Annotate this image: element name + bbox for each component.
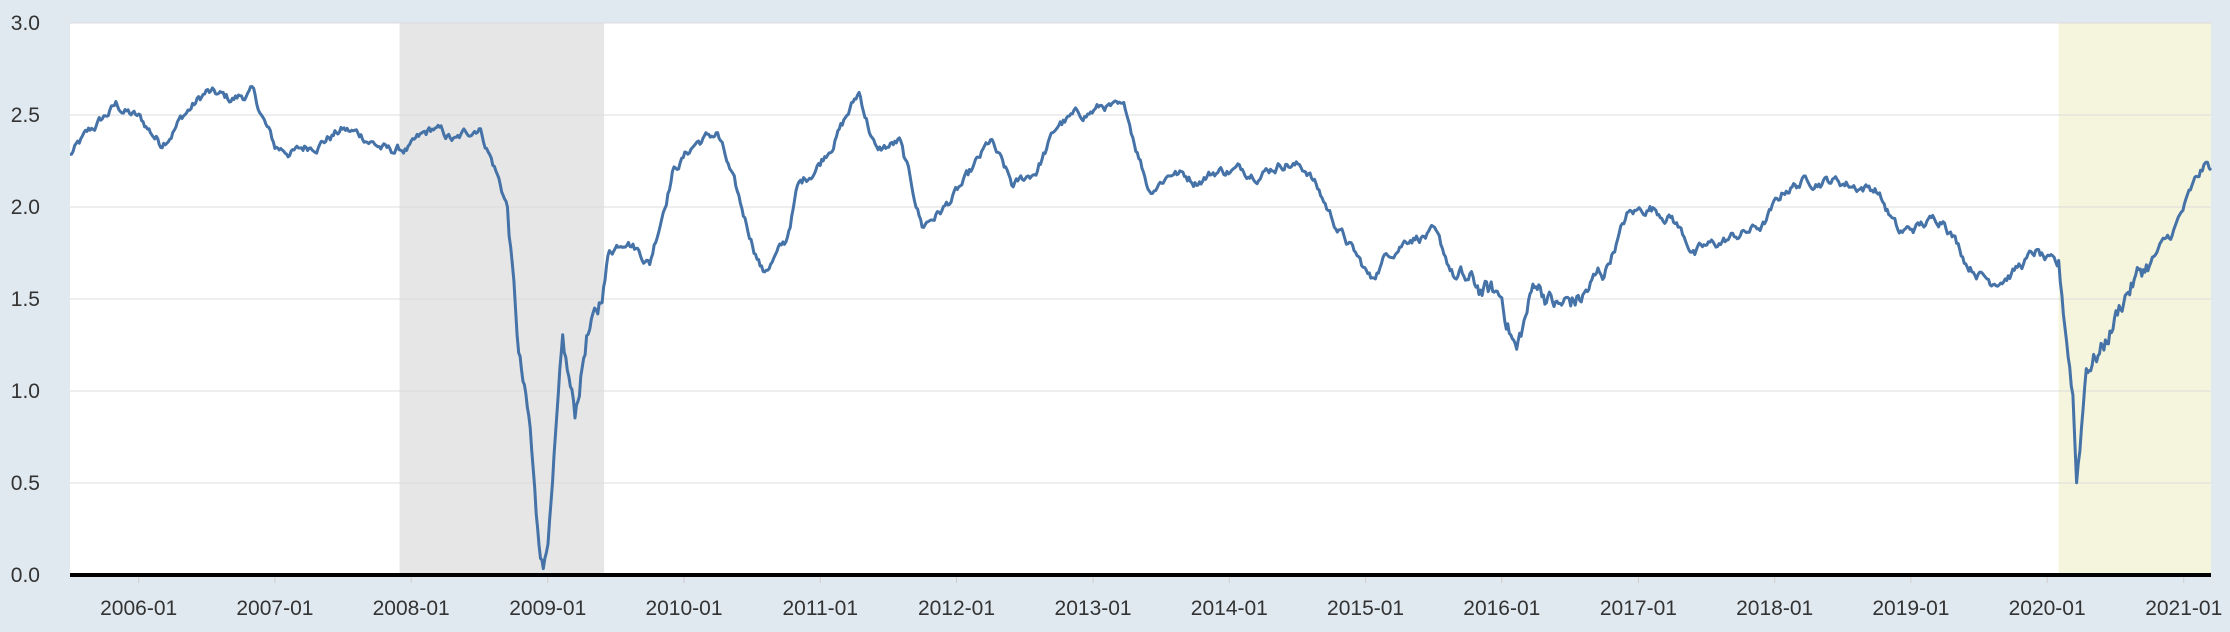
x-tick-label: 2017-01	[1600, 597, 1677, 620]
x-tick-label: 2010-01	[645, 597, 722, 620]
series-line	[69, 85, 2213, 571]
y-tick-label: 1.0	[11, 380, 40, 403]
y-axis-labels: 0.0 0.5 1.0 1.5 2.0 2.5 3.0	[11, 12, 40, 587]
y-tick-label: 3.0	[11, 12, 40, 35]
x-tick-label: 2020-01	[2009, 597, 2086, 620]
x-tick-label: 2014-01	[1191, 597, 1268, 620]
x-tick-label: 2013-01	[1055, 597, 1132, 620]
x-axis-labels: 2006-01 2007-01 2008-01 2009-01 2010-01 2011-…	[100, 575, 2222, 620]
x-tick-label: 2019-01	[1872, 597, 1949, 620]
y-tick-label: 2.0	[11, 196, 40, 219]
y-tick-label: 0.5	[11, 472, 40, 495]
x-tick-label: 2015-01	[1327, 597, 1404, 620]
y-tick-label: 2.5	[11, 104, 40, 127]
x-tick-label: 2009-01	[509, 597, 586, 620]
x-tick-label: 2011-01	[782, 597, 858, 620]
gridlines	[70, 22, 2211, 484]
x-tick-label: 2016-01	[1463, 597, 1540, 620]
x-tick-label: 2006-01	[100, 597, 177, 620]
x-tick-label: 2018-01	[1736, 597, 1813, 620]
x-tick-label: 2008-01	[373, 597, 450, 620]
x-tick-label: 2021-01	[2145, 597, 2222, 620]
x-tick-label: 2007-01	[236, 597, 313, 620]
y-tick-label: 1.5	[11, 288, 40, 311]
x-tick-label: 2012-01	[918, 597, 995, 620]
y-tick-label: 0.0	[11, 564, 40, 587]
